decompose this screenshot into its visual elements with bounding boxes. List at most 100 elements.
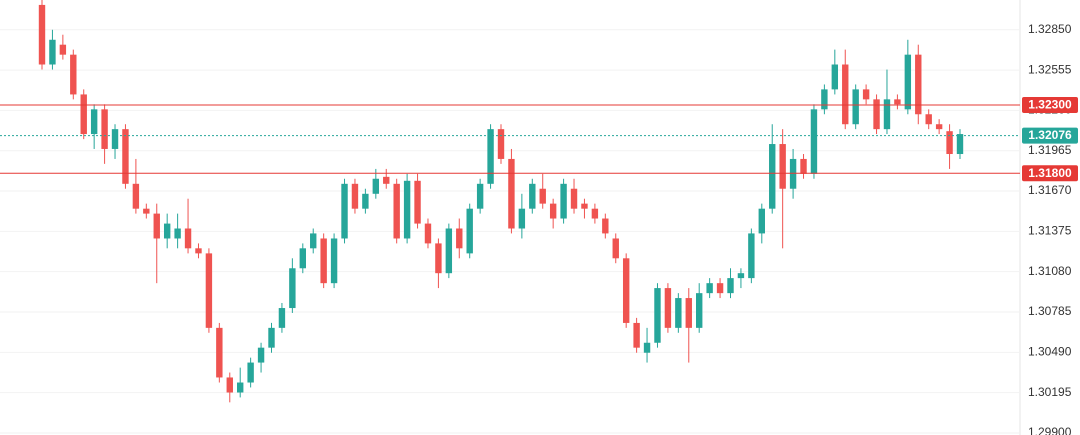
candle-body — [643, 342, 651, 353]
candle-body — [800, 158, 807, 174]
candle-body — [852, 89, 859, 125]
candle-body — [883, 99, 891, 130]
price-label: 1.31800 — [1028, 166, 1072, 180]
price-label: 1.32076 — [1028, 128, 1072, 142]
candle-body — [633, 322, 640, 348]
candle-body — [59, 44, 67, 55]
candle-body — [894, 99, 901, 105]
candle-body — [393, 183, 400, 239]
candle-body — [789, 158, 797, 189]
candle-body — [925, 114, 932, 125]
candle-body — [341, 183, 348, 239]
y-tick-label: 1.29900 — [1028, 425, 1072, 435]
price-label-box — [1022, 165, 1078, 182]
candle-body — [612, 238, 619, 259]
candle-body — [143, 208, 150, 214]
candle-body — [101, 109, 108, 149]
candle-body — [383, 176, 390, 184]
y-tick-label: 1.31965 — [1028, 143, 1072, 157]
candle-body — [727, 278, 734, 294]
candle-body — [184, 228, 192, 249]
candle-body — [602, 218, 609, 234]
candle-body — [758, 208, 765, 234]
price-label-box — [1022, 127, 1078, 144]
candle-body — [111, 129, 119, 149]
candle-body — [487, 129, 494, 184]
candle-body — [289, 268, 296, 309]
candle-body — [769, 144, 776, 209]
candle-body — [622, 258, 630, 323]
candle-body — [935, 124, 943, 130]
candle-body — [737, 273, 745, 279]
candle-body — [664, 288, 672, 328]
candle-body — [414, 180, 421, 224]
candle-body — [132, 183, 140, 209]
y-tick-label: 1.30785 — [1028, 304, 1072, 318]
candle-body — [403, 180, 411, 239]
candle-body — [529, 183, 536, 209]
candle-body — [915, 54, 922, 115]
candle-body — [257, 347, 265, 363]
candle-body — [362, 193, 369, 209]
y-tick-label: 1.31080 — [1028, 264, 1072, 278]
y-tick-label: 1.30195 — [1028, 385, 1072, 399]
candle-body — [685, 298, 692, 328]
y-tick-label: 1.32850 — [1028, 22, 1072, 36]
candle-body — [195, 248, 202, 254]
candle-body — [862, 89, 870, 100]
candle-body — [956, 134, 964, 155]
candle-body — [842, 64, 849, 125]
candle-body — [476, 183, 484, 209]
candle-body — [247, 362, 254, 383]
candle-body — [320, 238, 327, 284]
candle-body — [90, 109, 98, 135]
candle-body — [226, 377, 233, 393]
candle-body — [278, 308, 286, 328]
candle-body — [539, 188, 546, 204]
candle-body — [80, 94, 87, 135]
candle-body — [435, 243, 442, 274]
candle-body — [466, 208, 473, 254]
candle-body — [810, 109, 818, 174]
candle-body — [654, 288, 661, 343]
price-label: 1.32300 — [1028, 98, 1072, 112]
candle-body — [49, 39, 56, 65]
candle-body — [591, 208, 599, 219]
candle-body — [904, 54, 912, 110]
y-tick-label: 1.31670 — [1028, 183, 1072, 197]
candle-body — [779, 144, 786, 189]
candle-body — [153, 213, 160, 239]
candle-body — [424, 223, 432, 244]
candle-body — [508, 158, 515, 229]
candle-body — [122, 129, 129, 184]
candle-body — [174, 228, 181, 239]
candle-body — [946, 131, 953, 155]
candle-body — [497, 129, 505, 159]
price-label-box — [1022, 96, 1078, 113]
candle-body — [299, 248, 306, 269]
candle-body — [38, 4, 46, 65]
candle-body — [310, 233, 317, 249]
y-tick-label: 1.30490 — [1028, 344, 1072, 358]
candle-body — [706, 283, 713, 294]
y-tick-label: 1.31375 — [1028, 224, 1072, 238]
candle-body — [821, 89, 828, 110]
candle-body — [70, 54, 77, 95]
candle-body — [330, 238, 338, 284]
candle-body — [163, 223, 171, 239]
candle-body — [216, 327, 223, 378]
candle-body — [560, 183, 567, 219]
y-tick-label: 1.32555 — [1028, 62, 1072, 76]
candle-body — [237, 382, 244, 393]
candle-body — [372, 178, 380, 194]
candle-body — [748, 233, 755, 279]
candle-body — [351, 183, 359, 209]
candle-body — [831, 64, 839, 90]
candle-body — [873, 99, 880, 130]
candle-body — [675, 298, 682, 328]
candle-body — [696, 293, 703, 328]
candle-body — [445, 228, 453, 274]
candle-body — [716, 283, 724, 294]
